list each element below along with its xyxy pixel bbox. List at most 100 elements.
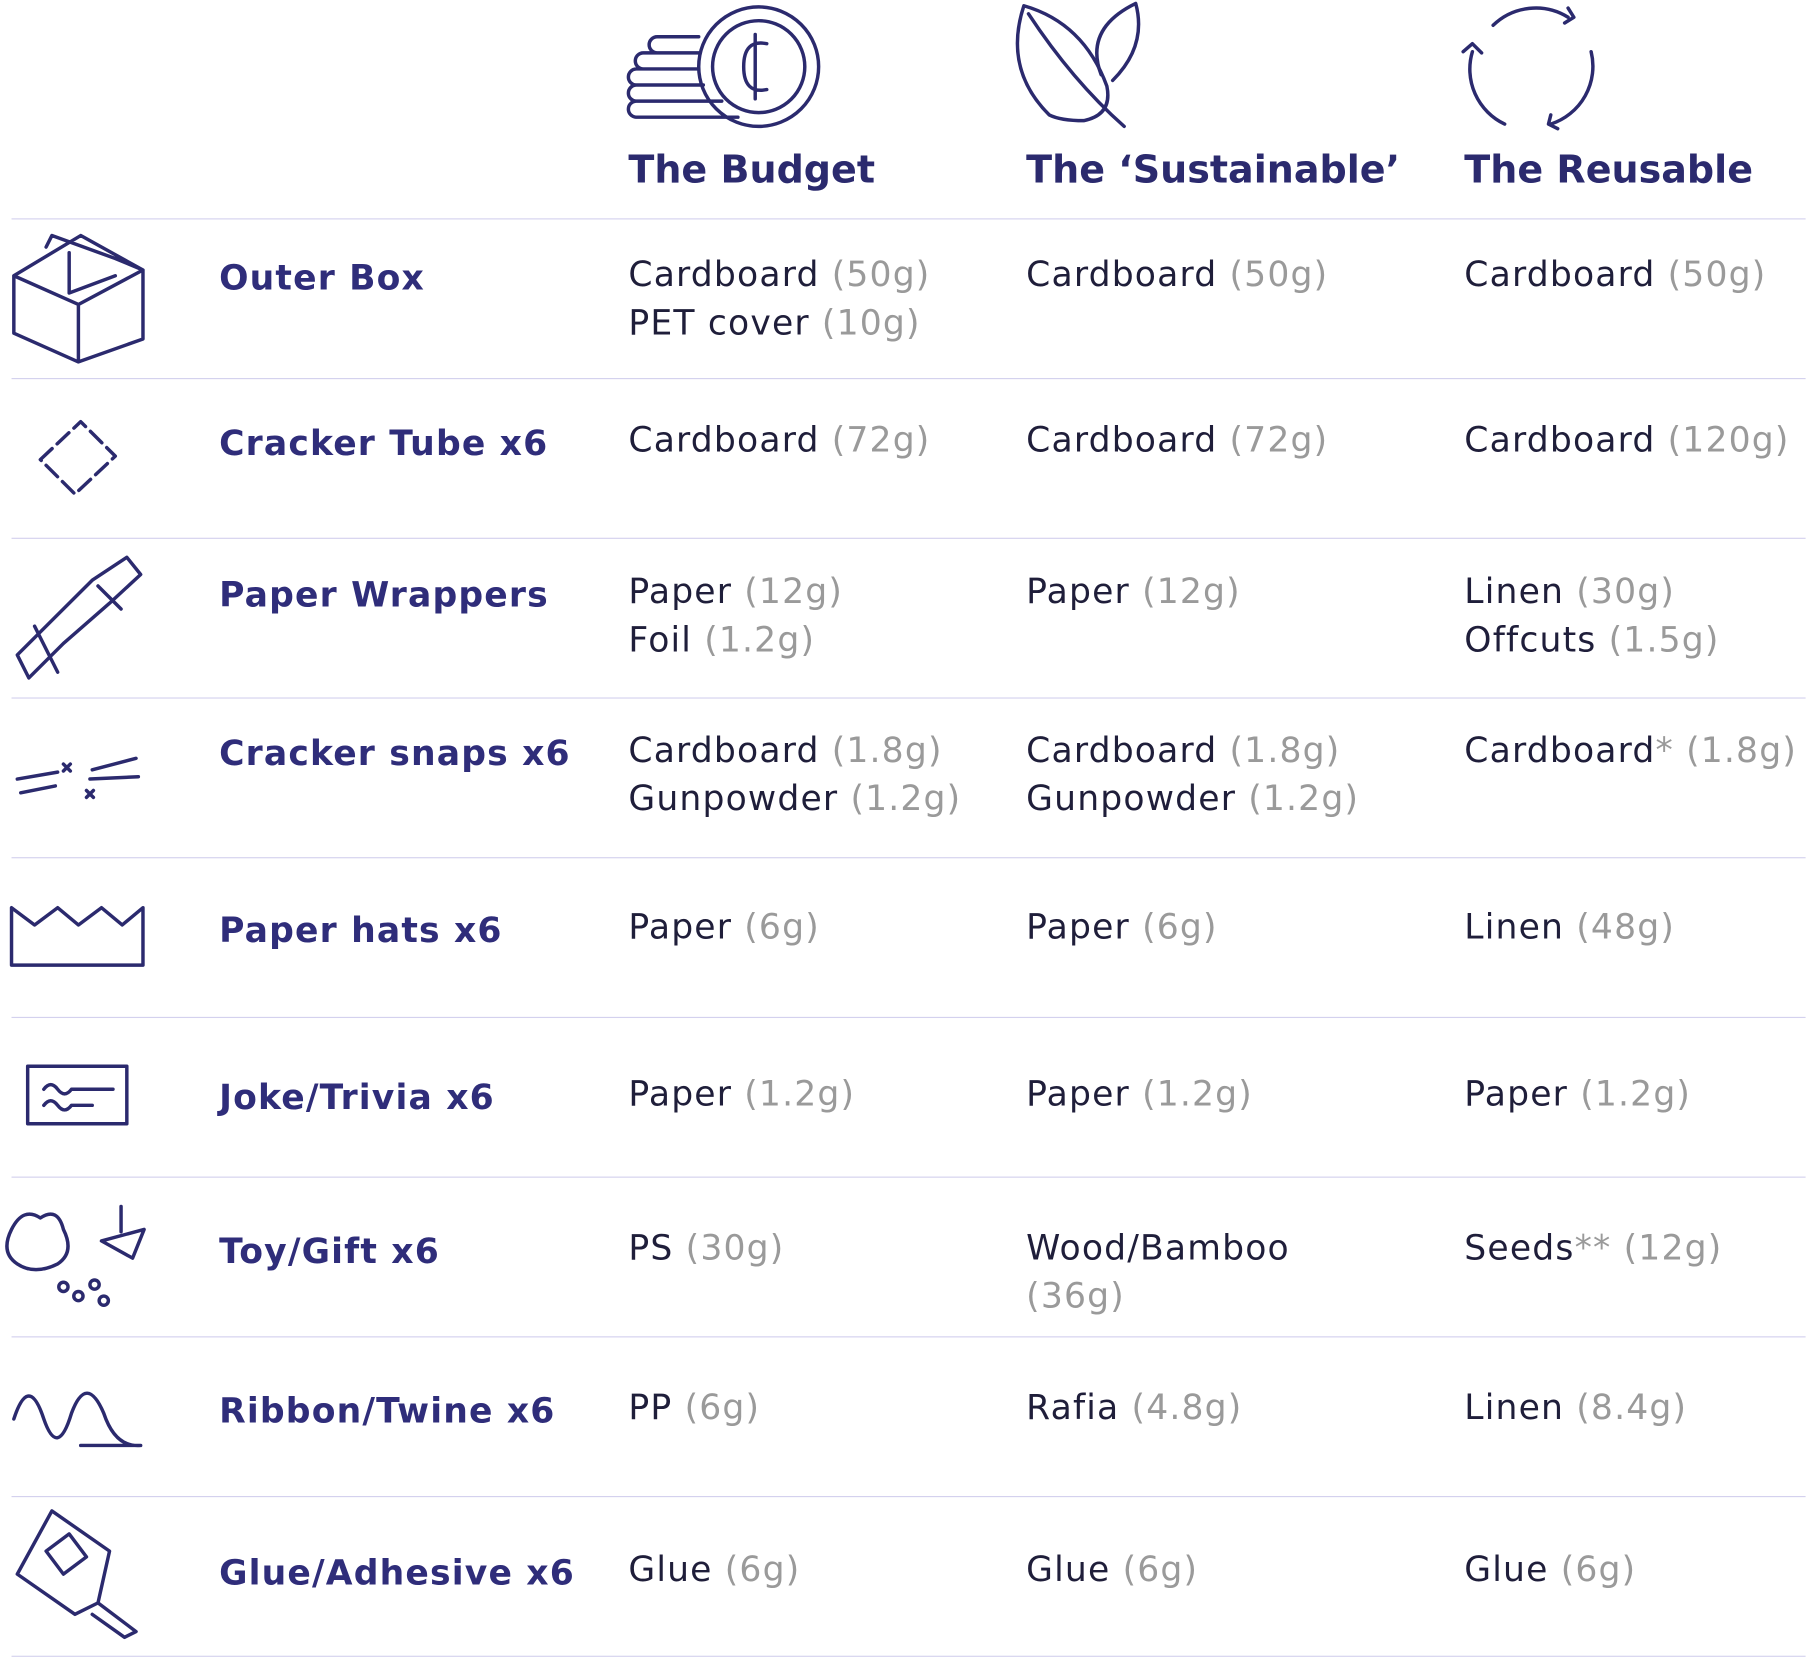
weight: (1.5g) [1608, 620, 1720, 661]
weight: (50g) [1667, 255, 1767, 296]
weight: (10g) [821, 303, 921, 344]
material-line: PET cover (10g) [628, 300, 997, 348]
row-rule [11, 1655, 1806, 1657]
material: Paper [628, 1074, 733, 1115]
weight: (4.8g) [1131, 1387, 1243, 1429]
row-label: Glue/Adhesive x6 [219, 1553, 575, 1594]
material-cell: Cardboard (1.8g) Gunpowder (1.2g) [1026, 727, 1360, 824]
weight: (1.2g) [704, 620, 816, 661]
material-line: Paper (1.2g) [628, 1071, 997, 1119]
material-cell: Cardboard (120g) [1464, 417, 1808, 465]
row-icons [5, 233, 146, 1640]
material-line: Seeds** (12g) [1464, 1225, 1808, 1273]
material-cell: Glue (6g) [1464, 1547, 1808, 1595]
material-line: Cardboard (72g) [1026, 417, 1360, 465]
material: Cardboard [628, 730, 820, 771]
weight: (6g) [1560, 1550, 1637, 1591]
material-line: Paper (1.2g) [1464, 1071, 1808, 1119]
material-line: Cardboard (120g) [1464, 417, 1808, 465]
weight: (50g) [831, 255, 931, 296]
material-line: Glue (6g) [1026, 1547, 1360, 1595]
material-line: Linen (30g) [1464, 569, 1808, 617]
material-cell: Linen (8.4g) [1464, 1385, 1808, 1433]
row-rule [11, 1495, 1806, 1498]
row-label: Outer Box [219, 258, 426, 299]
weight: (12g) [1623, 1228, 1723, 1269]
material: Cardboard [1464, 420, 1656, 461]
material-cell: Linen (30g) Offcuts (1.5g) [1464, 569, 1808, 666]
recycle-icon [1461, 6, 1595, 131]
material: Cardboard [1464, 255, 1656, 296]
material-cell: Cardboard (50g) [1464, 252, 1808, 300]
material: Cardboard [1026, 255, 1218, 296]
material: Glue [1026, 1550, 1111, 1591]
material-cell: Glue (6g) [1026, 1547, 1360, 1595]
weight: (12g) [1142, 572, 1241, 613]
footnote-mark: ** [1574, 1228, 1612, 1269]
material: Paper [1026, 572, 1130, 613]
row-label: Toy/Gift x6 [219, 1231, 440, 1272]
weight: (1.8g) [831, 730, 943, 771]
material-line: Gunpowder (1.2g) [628, 776, 997, 824]
material-cell: PS (30g) [628, 1225, 997, 1273]
weight: (1.2g) [850, 779, 962, 820]
material-cell: PP (6g) [628, 1385, 997, 1433]
material: Paper [628, 907, 733, 948]
weight: (6g) [724, 1550, 801, 1591]
weight: (1.8g) [1229, 730, 1341, 771]
material-cell: Paper (1.2g) [1464, 1071, 1808, 1119]
weight: (1.2g) [1248, 779, 1360, 820]
column-header: The ‘Sustainable’ [1026, 147, 1401, 192]
material: Gunpowder [628, 779, 839, 820]
material-cell: Paper (6g) [628, 904, 997, 952]
material-cell: Cardboard (50g) [1026, 252, 1360, 300]
weight: (1.2g) [1142, 1074, 1253, 1115]
material-line: Paper (1.2g) [1026, 1071, 1360, 1119]
material-line: Cardboard (50g) [628, 252, 997, 300]
material-cell: Linen (48g) [1464, 904, 1808, 952]
weight: (72g) [831, 420, 931, 461]
weight: (1.8g) [1686, 730, 1797, 771]
weight: (48g) [1576, 907, 1675, 948]
row-rule [11, 1016, 1806, 1019]
weight: (120g) [1667, 420, 1790, 461]
material-line: Glue (6g) [628, 1547, 997, 1595]
material-line: PP (6g) [628, 1385, 997, 1433]
row-rule [11, 857, 1806, 859]
material: Glue [628, 1550, 713, 1591]
material: Cardboard [1464, 730, 1656, 771]
material: Rafia [1026, 1387, 1120, 1429]
material-line: Foil (1.2g) [628, 617, 997, 665]
material-cell: Rafia (4.8g) [1026, 1385, 1360, 1433]
material: Linen [1464, 1387, 1565, 1429]
material-line: Glue (6g) [1464, 1547, 1808, 1595]
material-cell: Glue (6g) [628, 1547, 997, 1595]
weight: (30g) [685, 1228, 785, 1269]
material-line: Paper (12g) [628, 569, 997, 617]
material-cell: Paper (6g) [1026, 904, 1360, 952]
header-rule [11, 218, 1806, 220]
material: PET cover [628, 303, 810, 344]
material-cell: Paper (1.2g) [628, 1071, 997, 1119]
row-label: Cracker snaps x6 [219, 734, 571, 775]
weight: (6g) [1142, 907, 1218, 948]
material: Cardboard [628, 420, 820, 461]
material: Linen [1464, 572, 1565, 613]
material-cell: Cardboard* (1.8g) [1464, 727, 1808, 775]
weight: (1.2g) [744, 1074, 856, 1115]
column-header: The Reusable [1464, 147, 1754, 192]
weight: (30g) [1576, 572, 1675, 613]
row-rule [11, 378, 1806, 380]
row-label: Joke/Trivia x6 [219, 1077, 495, 1118]
material-line: Paper (12g) [1026, 569, 1360, 617]
material-cell: Cardboard (72g) [628, 417, 997, 465]
material-cell: Paper (1.2g) [1026, 1071, 1360, 1119]
weight: (6g) [684, 1387, 761, 1429]
material: Paper [1026, 1074, 1130, 1115]
row-label: Paper Wrappers [219, 575, 549, 616]
material: PP [628, 1387, 673, 1429]
material: Cardboard [1026, 420, 1218, 461]
material-cell: Seeds** (12g) [1464, 1225, 1808, 1273]
material-line: Gunpowder (1.2g) [1026, 776, 1360, 824]
